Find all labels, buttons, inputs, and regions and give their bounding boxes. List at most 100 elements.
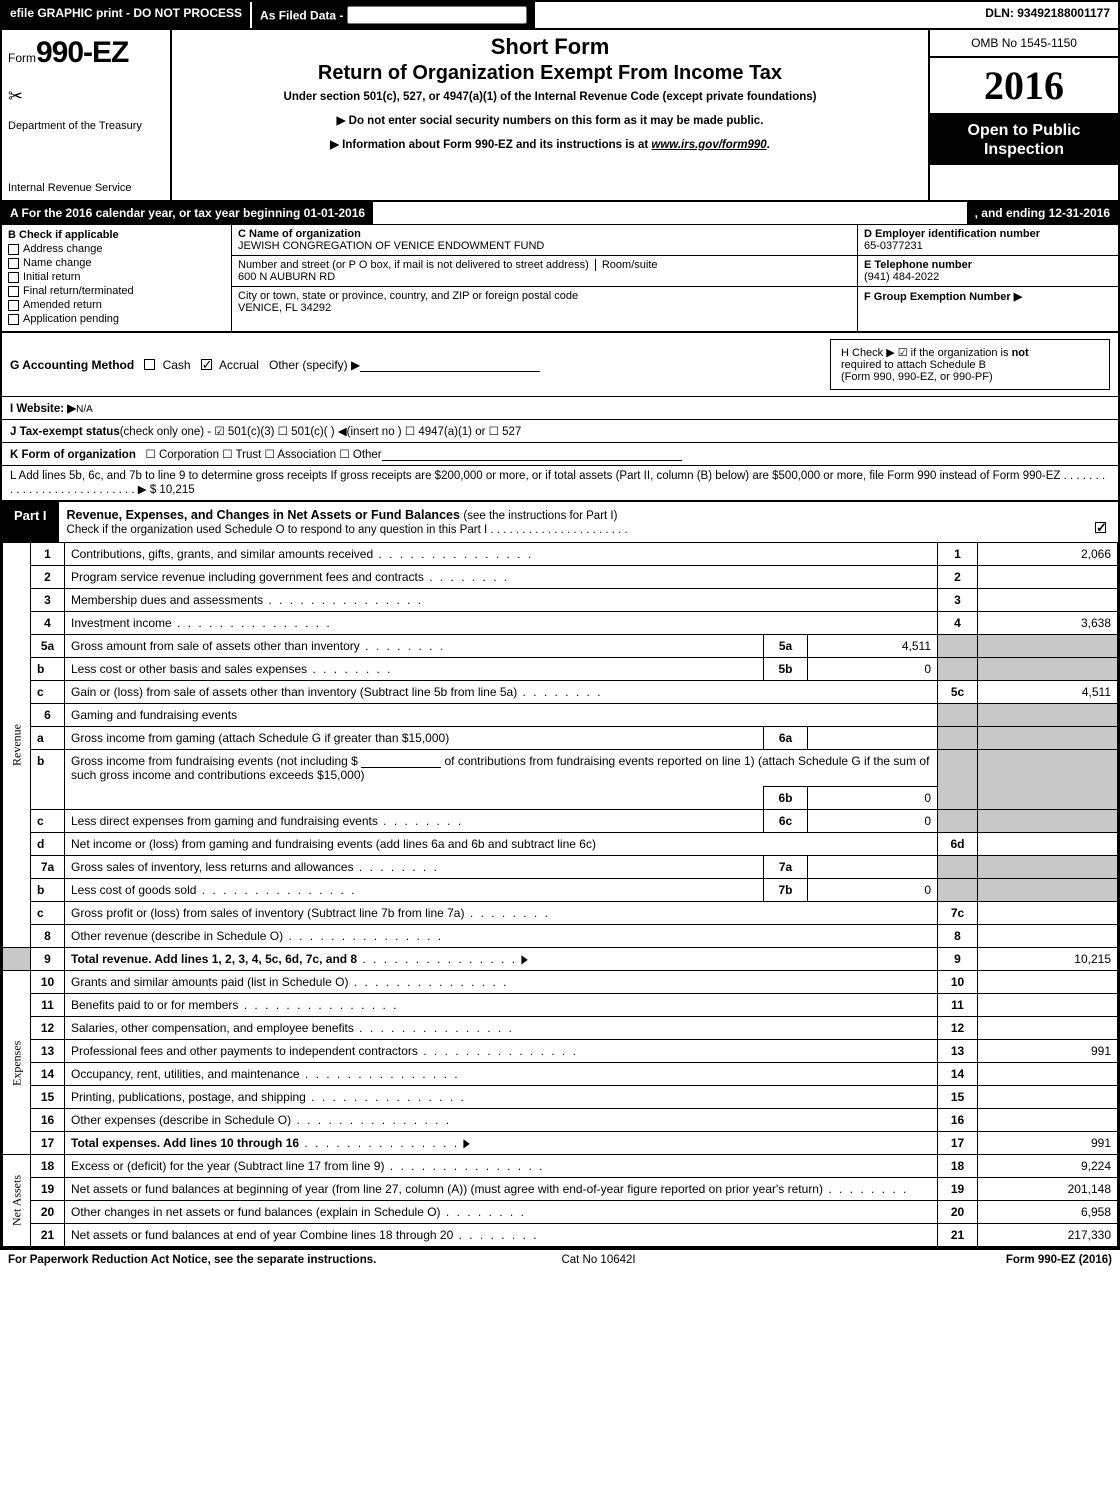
header-row: Form990-EZ ✂ Department of the Treasury … [2, 30, 1118, 202]
line-text: Less direct expenses from gaming and fun… [71, 814, 463, 828]
line-box: 7c [938, 902, 978, 925]
row-a-begin: A For the 2016 calendar year, or tax yea… [2, 202, 373, 224]
line-amt [978, 1063, 1118, 1086]
ein-value: 65-0377231 [864, 240, 923, 252]
chk-initial-return[interactable]: Initial return [8, 271, 225, 283]
as-filed-input[interactable] [347, 6, 527, 24]
chk-amended-return[interactable]: Amended return [8, 299, 225, 311]
org-name: JEWISH CONGREGATION OF VENICE ENDOWMENT … [238, 240, 544, 252]
line-text: Other changes in net assets or fund bala… [71, 1205, 526, 1219]
website-value: N/A [76, 404, 93, 415]
d-cell: D Employer identification number 65-0377… [858, 225, 1118, 256]
line-desc: Other expenses (describe in Schedule O) [65, 1109, 938, 1132]
grey-box [938, 750, 978, 810]
h-box: H Check ▶ ☑ if the organization is not r… [830, 339, 1110, 390]
mid-amt [808, 727, 938, 750]
line-amt: 217,330 [978, 1224, 1118, 1247]
line-text: Program service revenue including govern… [71, 570, 509, 584]
grey-amt [978, 727, 1118, 750]
line-desc: Other revenue (describe in Schedule O) [65, 925, 938, 948]
line-box: 8 [938, 925, 978, 948]
grey-box [938, 635, 978, 658]
chk-final-return[interactable]: Final return/terminated [8, 285, 225, 297]
c-city-label: City or town, state or province, country… [238, 290, 578, 302]
grey-amt [978, 810, 1118, 833]
line-desc: Grants and similar amounts paid (list in… [65, 971, 938, 994]
line-num: 7a [31, 856, 65, 879]
footer-right: Form 990-EZ (2016) [1006, 1254, 1112, 1266]
line-num: 13 [31, 1040, 65, 1063]
line-box: 11 [938, 994, 978, 1017]
mid-amt: 0 [808, 658, 938, 681]
line-desc: Gain or (loss) from sale of assets other… [65, 681, 938, 704]
chk-label: Final return/terminated [23, 285, 134, 297]
line-amt [978, 971, 1118, 994]
footer: For Paperwork Reduction Act Notice, see … [0, 1249, 1120, 1270]
line-amt [978, 1017, 1118, 1040]
line-desc: Printing, publications, postage, and shi… [65, 1086, 938, 1109]
line-amt [978, 566, 1118, 589]
chk-schedule-o[interactable] [1095, 522, 1106, 533]
tear-icon: ✂ [8, 86, 23, 107]
mid-box: 7b [764, 879, 808, 902]
chk-application-pending[interactable]: Application pending [8, 313, 225, 325]
line-amt [978, 1086, 1118, 1109]
checkbox-icon [8, 272, 19, 283]
org-city: VENICE, FL 34292 [238, 302, 331, 314]
line-amt: 4,511 [978, 681, 1118, 704]
line-box: 5c [938, 681, 978, 704]
line-text: Benefits paid to or for members [71, 998, 398, 1012]
mid-box: 7a [764, 856, 808, 879]
line-num: b [31, 750, 65, 810]
line-desc: Professional fees and other payments to … [65, 1040, 938, 1063]
form990-link[interactable]: www.irs.gov/form990 [651, 139, 766, 151]
k-label: K Form of organization [10, 449, 136, 461]
line-num: c [31, 902, 65, 925]
line-text: Gross sales of inventory, less returns a… [71, 860, 439, 874]
l-text: L Add lines 5b, 6c, and 7b to line 9 to … [10, 470, 1105, 496]
chk-label: Amended return [23, 299, 102, 311]
accrual-label: Accrual [219, 358, 259, 372]
chk-address-change[interactable]: Address change [8, 243, 225, 255]
chk-cash[interactable] [144, 359, 155, 370]
mid-box: 5b [764, 658, 808, 681]
arrow-line-2: ▶ Information about Form 990-EZ and its … [180, 137, 920, 151]
col-b: B Check if applicable Address change Nam… [2, 225, 232, 331]
chk-label: Name change [23, 257, 92, 269]
line-desc: Gaming and fundraising events [65, 704, 938, 727]
h-text2: required to attach Schedule B [841, 359, 986, 371]
dots [299, 1136, 459, 1150]
line-num: 3 [31, 589, 65, 612]
mid-amt [808, 856, 938, 879]
g-label: G Accounting Method [10, 358, 134, 372]
line-desc: Less direct expenses from gaming and fun… [65, 810, 764, 833]
line-num: 8 [31, 925, 65, 948]
line-amt: 991 [978, 1040, 1118, 1063]
chk-name-change[interactable]: Name change [8, 257, 225, 269]
line-desc: Benefits paid to or for members [65, 994, 938, 1017]
line-text: Gross profit or (loss) from sales of inv… [71, 906, 550, 920]
mid-amt: 0 [808, 810, 938, 833]
line-box: 19 [938, 1178, 978, 1201]
line-num: 6 [31, 704, 65, 727]
line-text: Total revenue. Add lines 1, 2, 3, 4, 5c,… [71, 952, 357, 966]
l6b-d1: Gross income from fundraising events (no… [71, 754, 361, 768]
line-num: 9 [31, 948, 65, 971]
l6b-amount-input[interactable] [361, 754, 441, 768]
chk-label: Address change [23, 243, 103, 255]
top-bar: efile GRAPHIC print - DO NOT PROCESS As … [2, 2, 1118, 30]
line-box: 1 [938, 543, 978, 566]
line-amt: 6,958 [978, 1201, 1118, 1224]
line-num: 21 [31, 1224, 65, 1247]
line-amt [978, 925, 1118, 948]
line-amt: 201,148 [978, 1178, 1118, 1201]
other-specify-input[interactable] [360, 358, 540, 372]
c-addr-label: Number and street (or P O box, if mail i… [238, 259, 589, 271]
efile-label: efile GRAPHIC print - DO NOT PROCESS [2, 2, 250, 28]
header-left: Form990-EZ ✂ Department of the Treasury … [2, 30, 172, 200]
line-num: 1 [31, 543, 65, 566]
chk-accrual[interactable] [201, 359, 212, 370]
form-number: Form990-EZ [8, 36, 164, 70]
k-other-input[interactable] [382, 447, 682, 461]
line-amt: 991 [978, 1132, 1118, 1155]
